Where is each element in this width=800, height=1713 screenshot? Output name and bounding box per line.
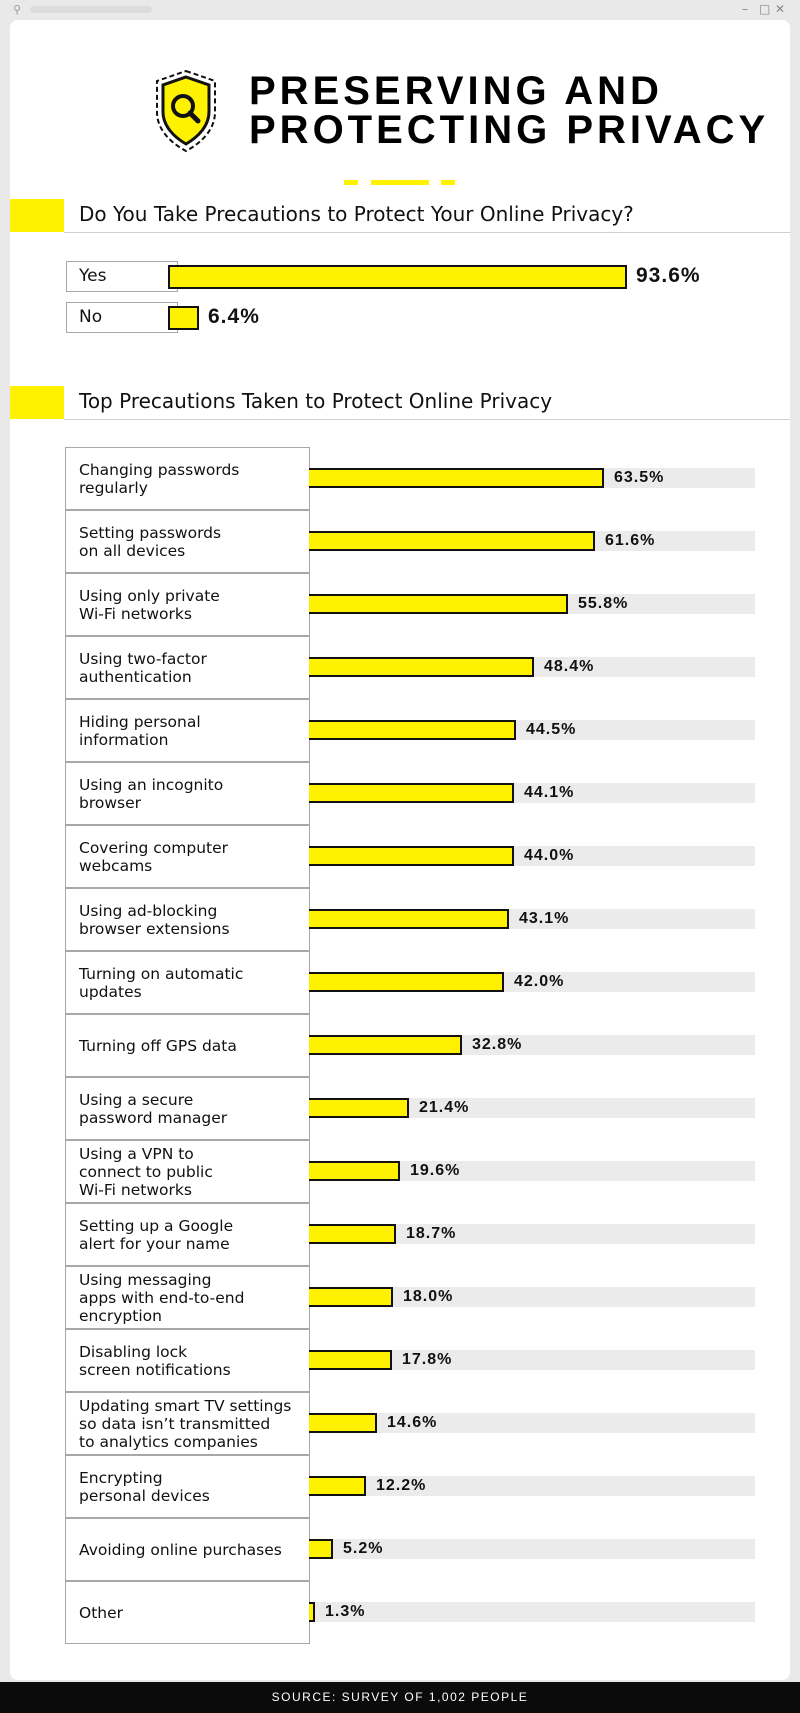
bar (309, 720, 516, 740)
bar-track (309, 1350, 755, 1370)
row-label: Hiding personal information (65, 699, 310, 762)
bar (309, 1035, 462, 1055)
row-label: Using messaging apps with end-to-end enc… (65, 1266, 310, 1329)
row-label: Using only private Wi-Fi networks (65, 573, 310, 636)
bar (309, 1539, 333, 1559)
bar-track (309, 1224, 755, 1244)
row-label: Other (65, 1581, 310, 1644)
bar (309, 657, 534, 677)
source-footer: SOURCE: SURVEY OF 1,002 PEOPLE (0, 1682, 800, 1713)
bar-track (309, 1476, 755, 1496)
title-line-1: PRESERVING AND (249, 69, 663, 113)
bar (309, 1224, 396, 1244)
bar (168, 265, 627, 289)
row-label: Setting up a Google alert for your name (65, 1203, 310, 1266)
data-label: 63.5% (614, 469, 665, 486)
bar (309, 846, 514, 866)
section-marker (10, 199, 64, 232)
section-marker (10, 386, 64, 419)
data-label: 1.3% (325, 1603, 366, 1620)
data-label: 55.8% (578, 595, 629, 612)
bar-track (309, 1161, 755, 1181)
data-label: 32.8% (472, 1036, 523, 1053)
section-divider (64, 232, 790, 233)
row-label: Using two-factor authentication (65, 636, 310, 699)
bar (309, 972, 504, 992)
section-title-top-precautions: Top Precautions Taken to Protect Online … (79, 389, 553, 413)
bar (309, 1476, 366, 1496)
shield-search-icon (156, 69, 216, 153)
bar-track (309, 1098, 755, 1118)
bar (168, 306, 199, 330)
page-title: PRESERVING AND PROTECTING PRIVACY (249, 69, 770, 152)
row-label: Using a secure password manager (65, 1077, 310, 1140)
data-label: 42.0% (514, 973, 565, 990)
row-label: Using a VPN to connect to public Wi-Fi n… (65, 1140, 310, 1203)
section-title-precautions: Do You Take Precautions to Protect Your … (79, 202, 634, 226)
infographic-card: PRESERVING AND PROTECTING PRIVACY Do You… (10, 20, 790, 1680)
data-label: 19.6% (410, 1162, 461, 1179)
row-label: Turning off GPS data (65, 1014, 310, 1077)
row-label: Covering computer webcams (65, 825, 310, 888)
close-icon[interactable]: ✕ (775, 2, 786, 16)
bar (309, 783, 514, 803)
row-label: Using an incognito browser (65, 762, 310, 825)
data-label: 93.6% (636, 264, 701, 287)
data-label: 43.1% (519, 910, 570, 927)
bar (309, 594, 568, 614)
bar (309, 1350, 392, 1370)
data-label: 44.0% (524, 847, 575, 864)
bar (309, 909, 509, 929)
title-underline-dash (344, 180, 358, 185)
title-underline-dash (371, 180, 429, 185)
window-chrome: ⚲ – □ ✕ (0, 0, 800, 20)
row-label: Disabling lock screen notifications (65, 1329, 310, 1392)
data-label: 17.8% (402, 1351, 453, 1368)
bar (309, 1098, 409, 1118)
row-label: Turning on automatic updates (65, 951, 310, 1014)
data-label: 21.4% (419, 1099, 470, 1116)
section-divider (64, 419, 790, 420)
data-label: 18.0% (403, 1288, 454, 1305)
address-bar[interactable] (30, 6, 152, 13)
title-underline-dash (441, 180, 455, 185)
bar (309, 1413, 377, 1433)
row-label: Changing passwords regularly (65, 447, 310, 510)
minimize-icon[interactable]: – (742, 2, 748, 16)
bar-label: Yes (66, 261, 178, 292)
bar (309, 531, 595, 551)
bar-track (309, 1602, 755, 1622)
data-label: 14.6% (387, 1414, 438, 1431)
bar-track (309, 1413, 755, 1433)
bar (309, 468, 604, 488)
bar-track (309, 1287, 755, 1307)
bar (309, 1287, 393, 1307)
bar-track (309, 1539, 755, 1559)
data-label: 18.7% (406, 1225, 457, 1242)
bar-label: No (66, 302, 178, 333)
data-label: 44.1% (524, 784, 575, 801)
data-label: 44.5% (526, 721, 577, 738)
row-label: Encrypting personal devices (65, 1455, 310, 1518)
data-label: 61.6% (605, 532, 656, 549)
row-label: Updating smart TV settings so data isn’t… (65, 1392, 310, 1455)
data-label: 48.4% (544, 658, 595, 675)
data-label: 12.2% (376, 1477, 427, 1494)
row-label: Setting passwords on all devices (65, 510, 310, 573)
row-label: Avoiding online purchases (65, 1518, 310, 1581)
data-label: 5.2% (343, 1540, 384, 1557)
search-icon[interactable]: ⚲ (13, 3, 22, 16)
bar (309, 1602, 315, 1622)
maximize-icon[interactable]: □ (759, 2, 771, 16)
title-line-2: PROTECTING PRIVACY (249, 108, 770, 152)
bar (309, 1161, 400, 1181)
row-label: Using ad-blocking browser extensions (65, 888, 310, 951)
data-label: 6.4% (208, 305, 260, 328)
